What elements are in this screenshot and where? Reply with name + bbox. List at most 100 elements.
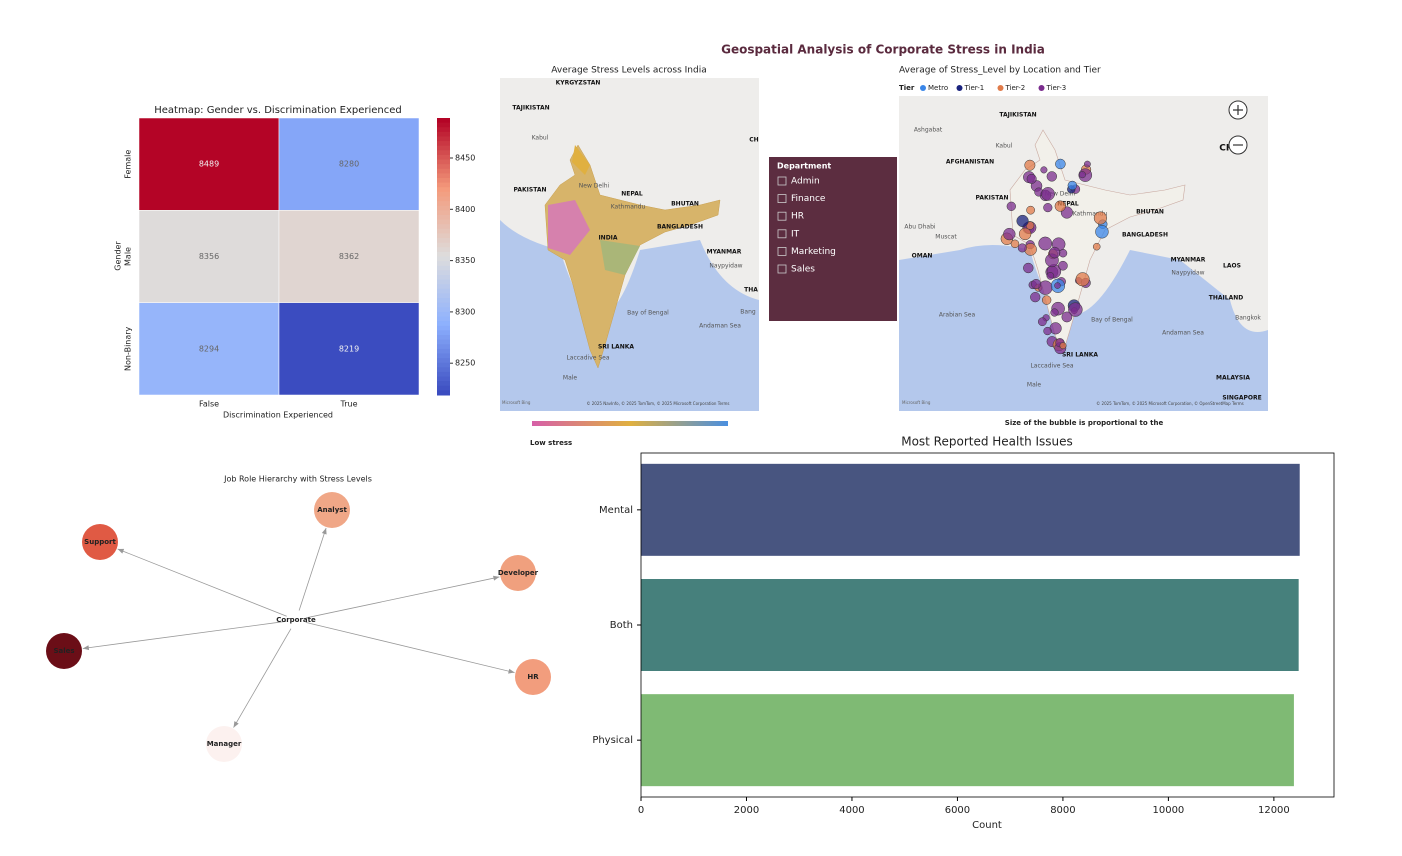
colorbar-segment bbox=[437, 358, 450, 364]
bubble bbox=[1040, 166, 1048, 174]
bubble bbox=[1030, 292, 1041, 303]
bar bbox=[641, 463, 1300, 556]
colorbar-segment bbox=[437, 136, 450, 142]
cell-label: 8362 bbox=[339, 252, 359, 261]
colorbar-segment bbox=[437, 279, 450, 285]
colorbar-segment bbox=[437, 178, 450, 184]
bubble bbox=[1093, 211, 1107, 225]
checkbox[interactable] bbox=[777, 246, 787, 256]
colorbar-segment bbox=[437, 367, 450, 373]
map-label: TAJIKISTAN bbox=[512, 105, 549, 112]
arrowhead bbox=[321, 528, 327, 535]
node-label: Corporate bbox=[276, 616, 316, 624]
x-tick-label: 4000 bbox=[839, 805, 864, 816]
cell-label: 8356 bbox=[199, 252, 219, 261]
colorbar-segment bbox=[437, 270, 450, 276]
map-label: Arabian Sea bbox=[939, 312, 976, 319]
bubble bbox=[1075, 272, 1090, 287]
node-label: Manager bbox=[207, 740, 242, 748]
bar bbox=[641, 694, 1294, 787]
map-label: MYANMAR bbox=[1171, 257, 1206, 264]
legend-gradient bbox=[532, 421, 728, 426]
map-label: TAJIKISTAN bbox=[999, 112, 1036, 119]
slicer-option[interactable]: IT bbox=[791, 229, 800, 239]
colorbar-segment bbox=[437, 381, 450, 387]
bubble bbox=[1055, 158, 1066, 170]
checkbox[interactable] bbox=[777, 264, 787, 274]
colorbar-segment bbox=[437, 214, 450, 221]
region-patch bbox=[572, 145, 590, 175]
node-label: Support bbox=[84, 538, 116, 546]
map-label: Kathmandu bbox=[611, 204, 646, 211]
bubble bbox=[1041, 295, 1052, 305]
slicer-option[interactable]: Admin bbox=[791, 177, 820, 187]
edge bbox=[298, 527, 327, 611]
colorbar-segment bbox=[437, 154, 450, 161]
checkbox[interactable] bbox=[777, 211, 787, 221]
node bbox=[82, 524, 118, 560]
colorbar-segment bbox=[437, 307, 450, 313]
map-label: Bay of Bengal bbox=[627, 310, 669, 317]
colorbar-segment bbox=[437, 316, 450, 322]
map-label: New Delhi bbox=[579, 183, 610, 190]
map-label: SRI LANKA bbox=[598, 344, 634, 351]
colorbar-segment bbox=[437, 251, 450, 257]
cell-label: 8489 bbox=[199, 160, 219, 169]
node bbox=[500, 555, 536, 591]
slicer-option[interactable]: Finance bbox=[791, 194, 826, 204]
x-tick-label: 10000 bbox=[1152, 805, 1184, 816]
bubble bbox=[1049, 322, 1062, 335]
colorbar-segment bbox=[437, 141, 450, 147]
bubble bbox=[1059, 342, 1067, 350]
colorbar-segment bbox=[437, 127, 450, 133]
checkbox[interactable] bbox=[777, 229, 787, 239]
edge bbox=[305, 621, 515, 673]
bubble bbox=[1067, 180, 1077, 191]
map-brand: Microsoft Bing bbox=[902, 400, 931, 405]
slicer-option[interactable]: Marketing bbox=[791, 247, 836, 257]
y-tick-label: Male bbox=[124, 247, 133, 266]
bubble bbox=[1095, 225, 1109, 239]
node-label: Sales bbox=[53, 647, 74, 655]
checkbox[interactable] bbox=[777, 194, 787, 204]
map-attribution: © 2025 TomTom, © 2025 Microsoft Corporat… bbox=[1096, 401, 1243, 406]
node bbox=[515, 659, 551, 695]
region-patch bbox=[600, 240, 640, 275]
map-label: Kabul bbox=[532, 135, 549, 142]
colorbar-segment bbox=[437, 238, 450, 244]
map-attribution: © 2025 NavInfo, © 2025 TomTom, © 2025 Mi… bbox=[586, 401, 729, 406]
x-tick-label: 0 bbox=[638, 805, 644, 816]
colorbar-segment bbox=[437, 298, 450, 304]
map-label: THAILAND bbox=[1209, 295, 1243, 302]
colorbar-segment bbox=[437, 201, 450, 207]
map-label: Ashgabat bbox=[914, 127, 943, 134]
cell-label: 8219 bbox=[339, 344, 359, 353]
map-label: BHUTAN bbox=[671, 201, 699, 208]
y-tick-label: Physical bbox=[592, 735, 633, 746]
bubble bbox=[1048, 246, 1061, 259]
map-label: Laccadive Sea bbox=[1030, 363, 1073, 370]
slicer-option[interactable]: Sales bbox=[791, 265, 815, 275]
slicer-option[interactable]: HR bbox=[791, 212, 804, 222]
colorbar-segment bbox=[437, 302, 450, 308]
bubble bbox=[1017, 243, 1027, 253]
arrowhead bbox=[508, 668, 515, 674]
colorbar-segment bbox=[437, 261, 450, 267]
map-label: Bay of Bengal bbox=[1091, 317, 1133, 324]
y-tick-label: Female bbox=[124, 150, 133, 179]
y-tick-label: Non-Binary bbox=[124, 326, 133, 371]
colorbar-tick-label: 8450 bbox=[455, 154, 475, 163]
colorbar-segment bbox=[437, 265, 450, 271]
colorbar-tick-label: 8400 bbox=[455, 205, 475, 214]
colorbar-segment bbox=[437, 247, 450, 253]
node bbox=[46, 633, 82, 669]
map-label: THA bbox=[744, 287, 758, 294]
map-label: Bangkok bbox=[1235, 315, 1261, 322]
checkbox[interactable] bbox=[777, 176, 787, 186]
legend-label: Tier-1 bbox=[964, 84, 985, 92]
legend-label: Tier-2 bbox=[1005, 84, 1026, 92]
x-tick-label: 6000 bbox=[945, 805, 970, 816]
colorbar-segment bbox=[437, 288, 450, 294]
arrowhead bbox=[233, 721, 239, 728]
colorbar-segment bbox=[437, 353, 450, 359]
